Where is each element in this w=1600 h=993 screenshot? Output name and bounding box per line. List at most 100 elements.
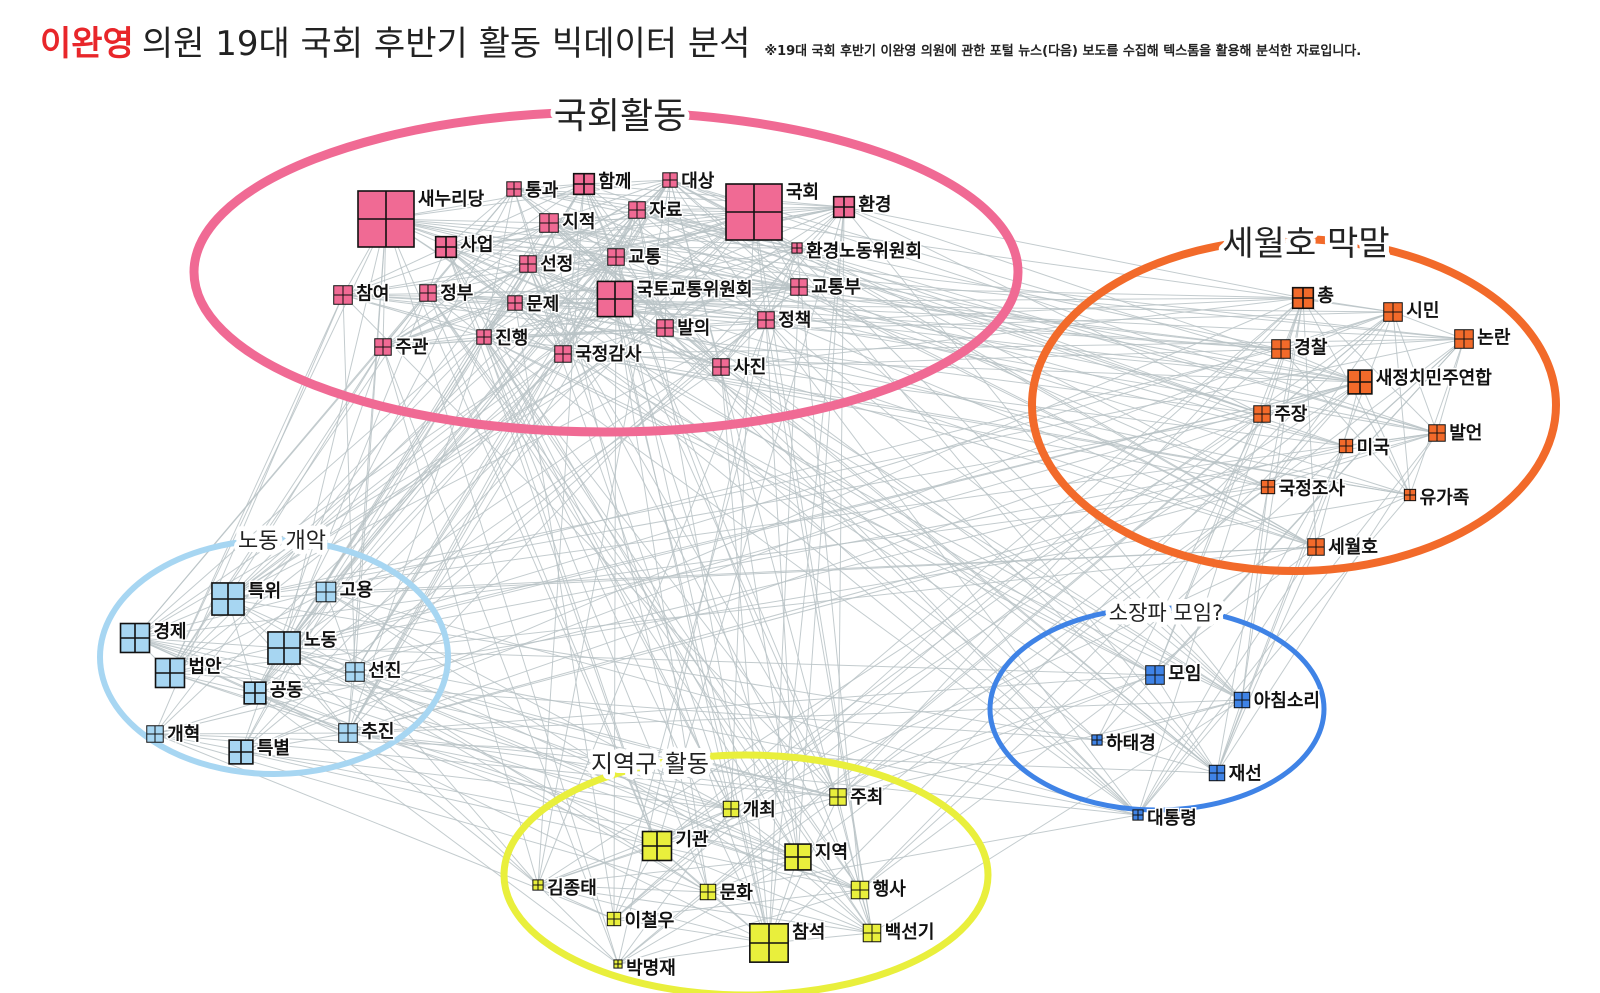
edge xyxy=(707,796,839,893)
edge xyxy=(765,319,1438,434)
node-label: 법안 xyxy=(188,657,222,678)
node-label: 백선기 xyxy=(885,922,935,943)
edge xyxy=(664,179,671,329)
node-cross xyxy=(507,295,523,311)
node-label: 환경노동위원회 xyxy=(806,240,922,262)
edge xyxy=(636,209,798,249)
edge xyxy=(1392,311,1465,340)
edge xyxy=(347,381,1361,734)
edge xyxy=(347,674,1156,734)
node-cross xyxy=(1339,439,1353,453)
edge xyxy=(1280,348,1411,496)
edge xyxy=(514,256,617,304)
edge xyxy=(227,432,1438,600)
edge xyxy=(227,598,1098,741)
node-label: 세월호 xyxy=(1328,537,1378,558)
edge xyxy=(537,845,658,886)
node-cross xyxy=(656,319,674,337)
edge xyxy=(768,206,845,944)
edge xyxy=(859,338,1465,891)
node-sewol: 세월호 xyxy=(1307,535,1379,559)
node-cross xyxy=(554,345,572,363)
edge xyxy=(134,302,516,639)
node-assembly: 참여 xyxy=(333,282,391,306)
edge xyxy=(283,647,539,886)
node-labor: 추진 xyxy=(338,720,396,744)
node-label: 개최 xyxy=(743,799,776,820)
edge xyxy=(614,298,732,810)
node-label: 대통령 xyxy=(1147,808,1197,829)
edge xyxy=(382,319,767,348)
node-assembly: 통과 xyxy=(506,178,560,202)
node-cross xyxy=(419,284,437,302)
node-cross xyxy=(316,582,336,602)
node-local: 개최 xyxy=(722,798,777,822)
edge xyxy=(859,381,1361,891)
edge xyxy=(537,179,671,886)
edge xyxy=(240,311,1394,753)
edge xyxy=(720,348,1282,368)
header: 이완영 의원 19대 국회 후반기 활동 빅데이터 분석 ※19대 국회 후반기 이… xyxy=(40,16,1361,66)
edge xyxy=(1409,338,1465,496)
node-label: 통과 xyxy=(525,180,559,201)
cluster-label-small: 소장파 모임? xyxy=(1109,601,1223,625)
edge xyxy=(765,319,873,934)
edge xyxy=(347,732,839,798)
edge xyxy=(134,637,839,798)
node-local: 주최 xyxy=(829,785,885,809)
edge xyxy=(283,647,799,858)
edge xyxy=(768,311,1394,944)
edge xyxy=(169,591,327,674)
node-local: 이철우 xyxy=(606,909,676,933)
edge xyxy=(1216,546,1317,774)
node-cross xyxy=(229,740,253,764)
node-assembly: 진행 xyxy=(476,326,530,350)
edge xyxy=(347,671,356,734)
edge xyxy=(342,294,839,798)
node-label: 참석 xyxy=(792,922,825,943)
subtitle: ※19대 국회 후반기 이완영 의원에 관한 포털 뉴스(다음) 보도를 수집해… xyxy=(764,44,1362,59)
edge xyxy=(537,856,799,886)
edge xyxy=(548,222,1139,816)
node-small: 대통령 xyxy=(1132,806,1198,830)
edge xyxy=(254,381,1361,694)
node-cross xyxy=(345,662,365,682)
edge xyxy=(134,247,798,639)
edge xyxy=(385,218,658,847)
edge xyxy=(134,637,732,810)
node-cross xyxy=(338,723,358,743)
edge xyxy=(227,598,349,734)
edge xyxy=(562,256,617,355)
edge xyxy=(134,211,755,639)
edge xyxy=(583,183,845,208)
node-assembly: 정부 xyxy=(419,281,475,305)
edge xyxy=(382,346,619,965)
edge xyxy=(796,247,1263,415)
node-cross xyxy=(1307,538,1325,556)
node-label: 환경 xyxy=(858,194,891,216)
node-cross xyxy=(573,173,595,195)
node-labor: 공동 xyxy=(243,679,304,705)
node-small: 재선 xyxy=(1208,762,1263,786)
node-label: 특위 xyxy=(248,581,281,602)
edge xyxy=(342,246,447,296)
edge xyxy=(1137,297,1304,816)
edge xyxy=(707,814,1139,893)
node-label: 하태경 xyxy=(1106,733,1156,754)
edge xyxy=(382,302,516,348)
node-labor: 선진 xyxy=(345,659,403,683)
node-local: 박명재 xyxy=(613,956,677,980)
edge xyxy=(483,336,1411,496)
edge xyxy=(1302,297,1438,434)
edge xyxy=(347,206,845,734)
edge xyxy=(342,256,617,296)
node-label: 정책 xyxy=(778,310,811,331)
node-label: 지적 xyxy=(562,212,595,233)
edge xyxy=(483,286,800,338)
edge xyxy=(613,413,1263,920)
edge xyxy=(1280,338,1465,350)
node-labor: 특별 xyxy=(228,737,292,765)
edge xyxy=(1137,494,1411,816)
edge xyxy=(1267,381,1361,488)
node-cross xyxy=(726,184,782,240)
